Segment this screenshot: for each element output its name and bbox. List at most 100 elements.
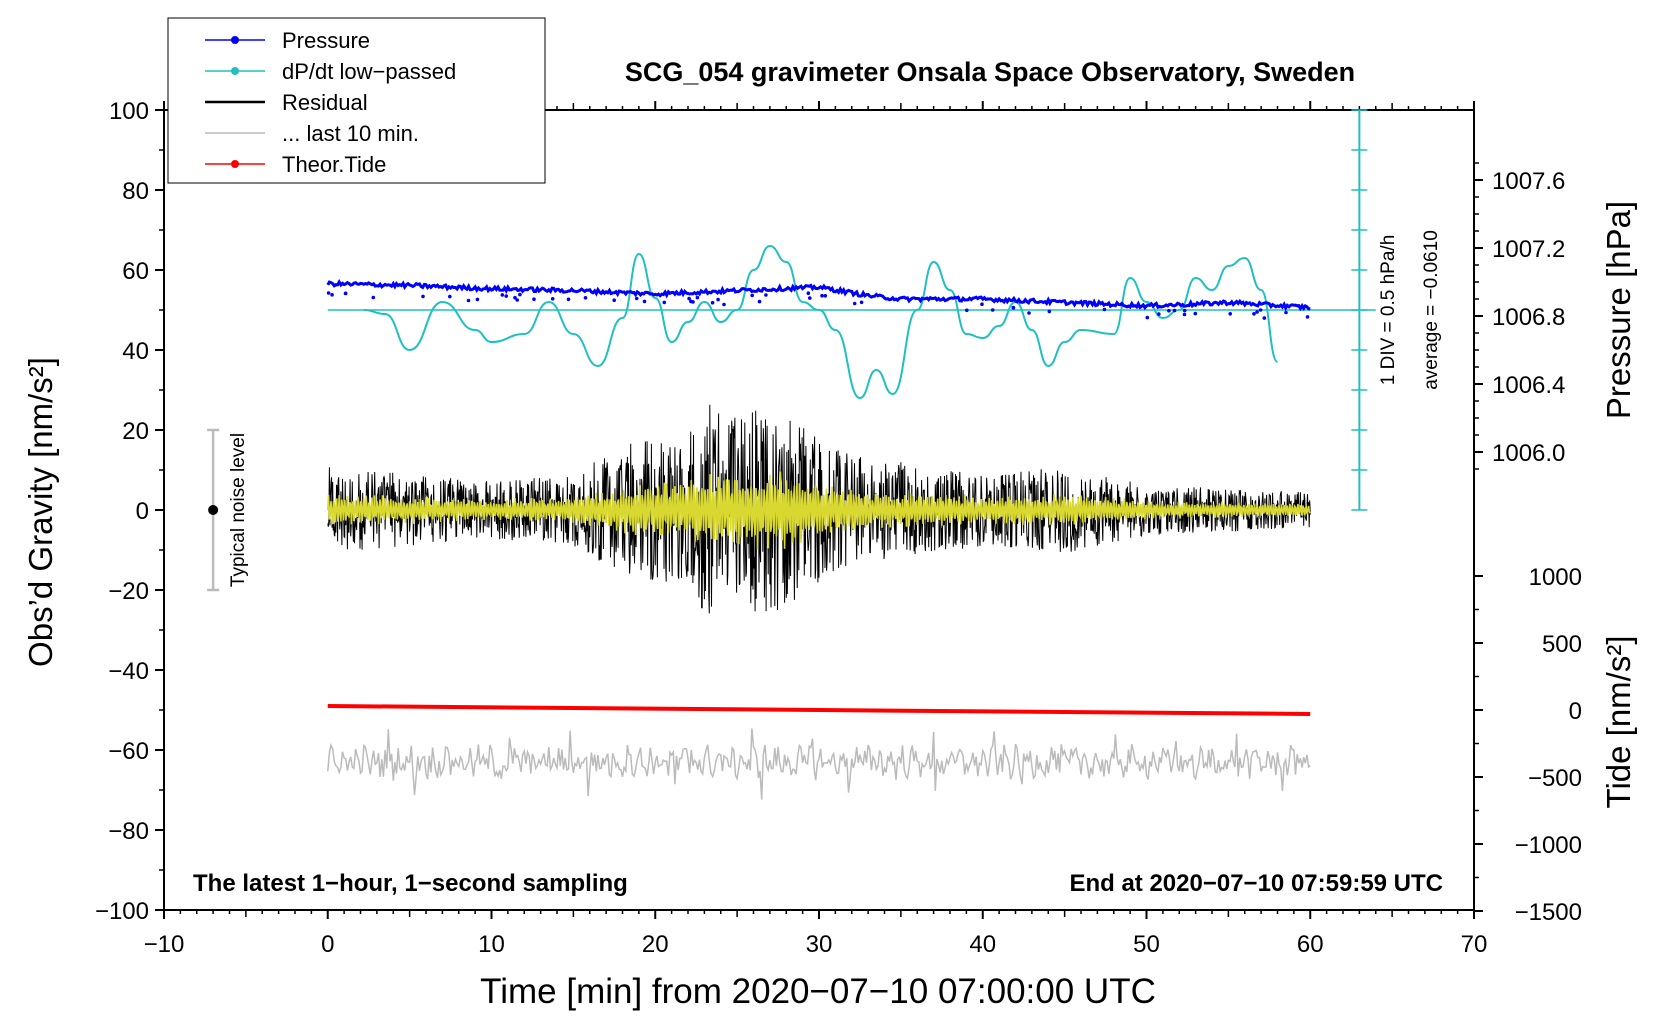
y-axis-label: Obs’d Gravity [nm/s²] bbox=[22, 357, 59, 667]
x-tick-label: 50 bbox=[1133, 931, 1160, 958]
pressure-tick-label: 1007.6 bbox=[1492, 168, 1565, 195]
pressure-point bbox=[326, 291, 331, 295]
pressure-point bbox=[722, 302, 726, 307]
scale-average-label: average = −0.0610 bbox=[1421, 230, 1442, 390]
pressure-point bbox=[1255, 310, 1259, 314]
pressure-point bbox=[1145, 315, 1150, 320]
pressure-line bbox=[326, 279, 1311, 312]
pressure-point bbox=[757, 299, 762, 304]
pressure-point bbox=[710, 300, 715, 305]
legend-marker bbox=[231, 67, 239, 75]
pressure-point bbox=[695, 295, 700, 300]
tide-tick-label: 0 bbox=[1569, 698, 1582, 725]
scale-div-label: 1 DIV = 0.5 hPa/h bbox=[1378, 235, 1399, 386]
tide-tick-label: −1500 bbox=[1515, 899, 1582, 926]
pressure-point bbox=[852, 301, 857, 306]
pressure-point bbox=[808, 296, 812, 300]
x-axis-label: Time [min] from 2020−07−10 07:00:00 UTC bbox=[480, 972, 1156, 1011]
pressure-point bbox=[990, 308, 995, 312]
legend-label: Residual bbox=[282, 90, 368, 115]
pressure-point bbox=[1193, 311, 1198, 316]
pressure-point bbox=[330, 293, 334, 297]
pressure-point bbox=[1027, 311, 1031, 315]
pressure-point bbox=[1011, 305, 1016, 310]
x-tick-label: 10 bbox=[478, 931, 505, 958]
pressure-point bbox=[1157, 312, 1161, 316]
pressure-point bbox=[504, 294, 509, 298]
residual-line bbox=[327, 404, 1311, 614]
tide-tick-label: 1000 bbox=[1529, 564, 1582, 591]
pressure-point bbox=[371, 295, 376, 300]
pressure-point bbox=[859, 300, 864, 305]
pressure-point bbox=[1284, 310, 1288, 315]
pressure-point bbox=[343, 291, 348, 296]
pressure-point bbox=[1047, 309, 1052, 314]
legend-marker bbox=[231, 160, 239, 168]
tide-tick-label: −500 bbox=[1528, 765, 1582, 792]
y-tick-label: −80 bbox=[108, 818, 149, 845]
y-tick-label: −20 bbox=[108, 578, 149, 605]
x-tick-label: 40 bbox=[969, 931, 996, 958]
pressure-point bbox=[1258, 308, 1263, 312]
pressure-tick-label: 1007.2 bbox=[1492, 236, 1565, 263]
legend-label: Theor.Tide bbox=[282, 152, 386, 177]
y-tick-label: −100 bbox=[95, 898, 149, 925]
x-tick-label: 70 bbox=[1461, 931, 1488, 958]
pressure-point bbox=[550, 297, 555, 301]
x-tick-label: 30 bbox=[806, 931, 833, 958]
pressure-point bbox=[1102, 307, 1107, 312]
x-tick-label: 60 bbox=[1297, 931, 1324, 958]
tide-axis-label: Tide [nm/s²] bbox=[1600, 636, 1637, 809]
legend-label: Pressure bbox=[282, 28, 370, 53]
y-tick-label: 80 bbox=[122, 178, 149, 205]
y-tick-label: 60 bbox=[122, 258, 149, 285]
pressure-point bbox=[1172, 308, 1177, 313]
pressure-point bbox=[750, 293, 754, 298]
pressure-point bbox=[1228, 312, 1232, 316]
theoretical-tide-line bbox=[327, 704, 1311, 716]
last-10-min-line bbox=[327, 728, 1311, 800]
pressure-point bbox=[1262, 316, 1267, 320]
dpdt-line bbox=[363, 244, 1279, 400]
pressure-point bbox=[965, 308, 969, 313]
y-tick-label: −40 bbox=[108, 658, 149, 685]
pressure-point bbox=[466, 298, 471, 303]
pressure-point bbox=[662, 300, 667, 305]
noise-level-dot bbox=[208, 505, 219, 515]
y-tick-label: 20 bbox=[122, 418, 149, 445]
pressure-point bbox=[806, 291, 811, 296]
noise-level-label: Typical noise level bbox=[228, 433, 249, 587]
pressure-point bbox=[716, 297, 720, 302]
legend-box bbox=[167, 17, 546, 184]
legend: Pressure dP/dt low−passed Residual ... last… bbox=[167, 17, 546, 184]
pressure-point bbox=[518, 292, 522, 297]
pressure-point bbox=[820, 293, 824, 298]
pressure-point bbox=[515, 298, 519, 302]
pressure-point bbox=[691, 300, 695, 304]
pressure-point bbox=[475, 297, 480, 302]
pressure-point bbox=[1167, 308, 1171, 313]
pressure-tick-label: 1006.0 bbox=[1492, 440, 1565, 467]
legend-label: dP/dt low−passed bbox=[282, 59, 456, 84]
pressure-point bbox=[642, 299, 647, 304]
pressure-point bbox=[448, 294, 452, 299]
x-tick-label: 0 bbox=[321, 931, 334, 958]
y-tick-label: 100 bbox=[109, 98, 149, 125]
pressure-point bbox=[583, 296, 588, 300]
pressure-point bbox=[1182, 312, 1187, 317]
y-tick-label: 0 bbox=[136, 498, 149, 525]
pressure-point bbox=[1182, 308, 1187, 313]
pressure-point bbox=[513, 295, 517, 300]
residual-smoothed-line bbox=[327, 471, 1311, 550]
chart-title: SCG_054 gravimeter Onsala Space Observat… bbox=[625, 57, 1355, 87]
end-time-note: End at 2020−07−10 07:59:59 UTC bbox=[1069, 870, 1443, 897]
pressure-tick-label: 1006.4 bbox=[1492, 372, 1565, 399]
legend-marker bbox=[231, 36, 239, 44]
pressure-point bbox=[612, 298, 616, 303]
tide-tick-label: −1000 bbox=[1515, 832, 1582, 859]
pressure-point bbox=[1305, 315, 1310, 319]
tide-tick-label: 500 bbox=[1542, 631, 1582, 658]
pressure-axis-label: Pressure [hPa] bbox=[1600, 201, 1637, 419]
pressure-point bbox=[687, 296, 691, 301]
